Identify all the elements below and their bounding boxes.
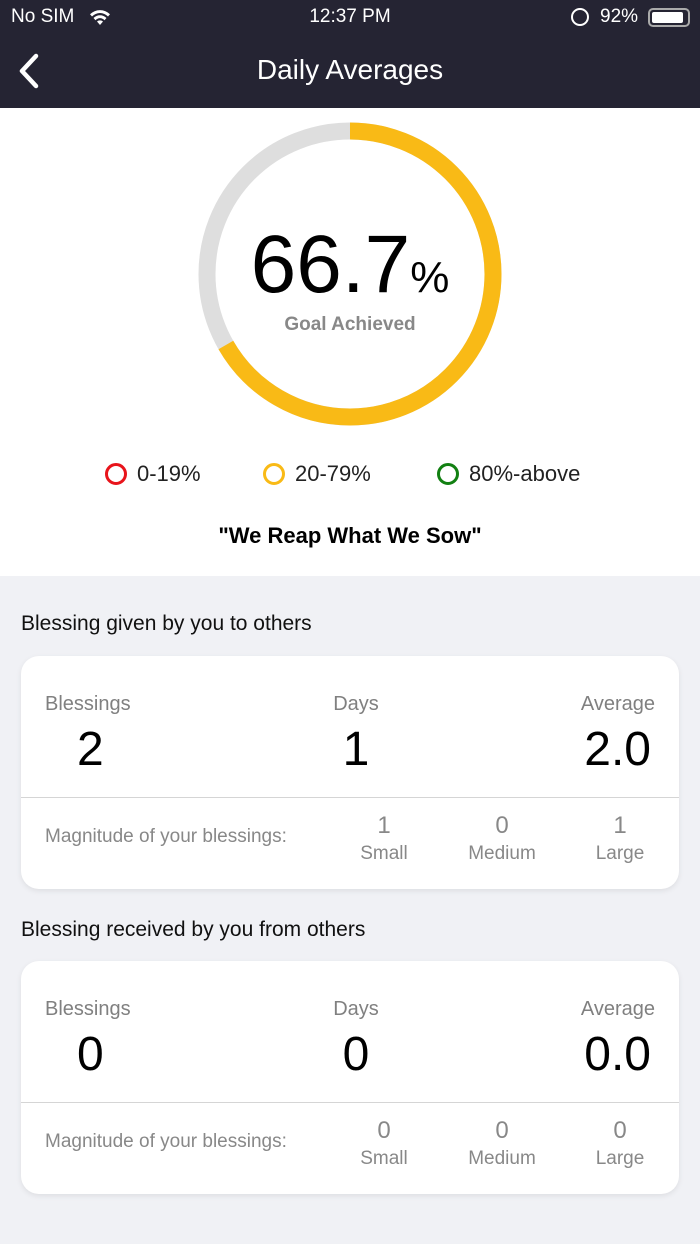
- wifi-icon: [90, 10, 110, 25]
- page-title: Daily Averages: [256, 54, 444, 85]
- battery-icon: [648, 8, 690, 27]
- legend-label: 20-79%: [295, 461, 371, 486]
- magnitude-large: 0 Large: [570, 1117, 670, 1173]
- goal-label: Goal Achieved: [284, 314, 416, 335]
- legend-low: 0-19%: [105, 461, 201, 487]
- magnitude-small: 0 Small: [334, 1117, 434, 1173]
- ring-progress: [198, 122, 502, 426]
- magnitude-label: Magnitude of your blessings:: [45, 1131, 287, 1152]
- goal-percentage: 66.7%: [0, 218, 700, 312]
- magnitude-small: 1 Small: [334, 812, 434, 868]
- small-count: 0: [377, 1117, 391, 1144]
- yellow-circle-icon: [263, 463, 285, 485]
- large-count: 0: [613, 1117, 627, 1144]
- green-circle-icon: [437, 463, 459, 485]
- blessings-value: 2: [77, 723, 104, 776]
- large-label: Large: [595, 843, 645, 864]
- clock: 12:37 PM: [309, 6, 391, 27]
- blessings-value: 0: [77, 1028, 104, 1081]
- received-card: Blessings 0 Days 0 Average 0.0 Magnitude…: [21, 961, 679, 1194]
- goal-value: 66.7: [250, 219, 411, 310]
- magnitude-medium: 0 Medium: [452, 1117, 552, 1173]
- given-title: Blessing given by you to others: [21, 612, 312, 635]
- legend-mid: 20-79%: [263, 461, 371, 487]
- average-label: Average: [580, 693, 655, 715]
- goal-panel: [0, 108, 700, 576]
- legend-label: 80%-above: [469, 461, 581, 486]
- average-value: 0.0: [584, 1028, 651, 1081]
- goal-unit: %: [410, 253, 450, 302]
- medium-label: Medium: [468, 1148, 536, 1169]
- given-card: Blessings 2 Days 1 Average 2.0 Magnitude…: [21, 656, 679, 889]
- blessings-label: Blessings: [45, 693, 131, 715]
- magnitude-label: Magnitude of your blessings:: [45, 826, 287, 847]
- small-label: Small: [360, 843, 408, 864]
- divider: [21, 797, 679, 798]
- magnitude-medium: 0 Medium: [452, 812, 552, 868]
- average-label: Average: [580, 998, 655, 1020]
- legend-label: 0-19%: [137, 461, 201, 486]
- blessings-label: Blessings: [45, 998, 131, 1020]
- days-value: 1: [342, 723, 370, 776]
- battery-percent: 92%: [600, 6, 639, 27]
- legend-high: 80%-above: [437, 461, 580, 487]
- received-title: Blessing received by you from others: [21, 918, 366, 941]
- rotation-lock-icon: [571, 8, 589, 26]
- large-count: 1: [613, 812, 627, 839]
- medium-count: 0: [495, 1117, 509, 1144]
- days-label: Days: [333, 998, 379, 1020]
- days-value: 0: [342, 1028, 370, 1081]
- large-label: Large: [595, 1148, 645, 1169]
- divider: [21, 1102, 679, 1103]
- goal-progress-ring: [198, 122, 502, 426]
- back-chevron-icon[interactable]: [14, 52, 44, 90]
- small-label: Small: [360, 1148, 408, 1169]
- days-label: Days: [333, 693, 379, 715]
- quote: "We Reap What We Sow": [218, 523, 482, 548]
- medium-label: Medium: [468, 843, 536, 864]
- small-count: 1: [377, 812, 391, 839]
- medium-count: 0: [495, 812, 509, 839]
- red-circle-icon: [105, 463, 127, 485]
- average-value: 2.0: [584, 723, 651, 776]
- magnitude-large: 1 Large: [570, 812, 670, 868]
- carrier: No SIM: [11, 6, 75, 27]
- header: No SIM 12:37 PM 92% Daily Averages: [0, 0, 700, 108]
